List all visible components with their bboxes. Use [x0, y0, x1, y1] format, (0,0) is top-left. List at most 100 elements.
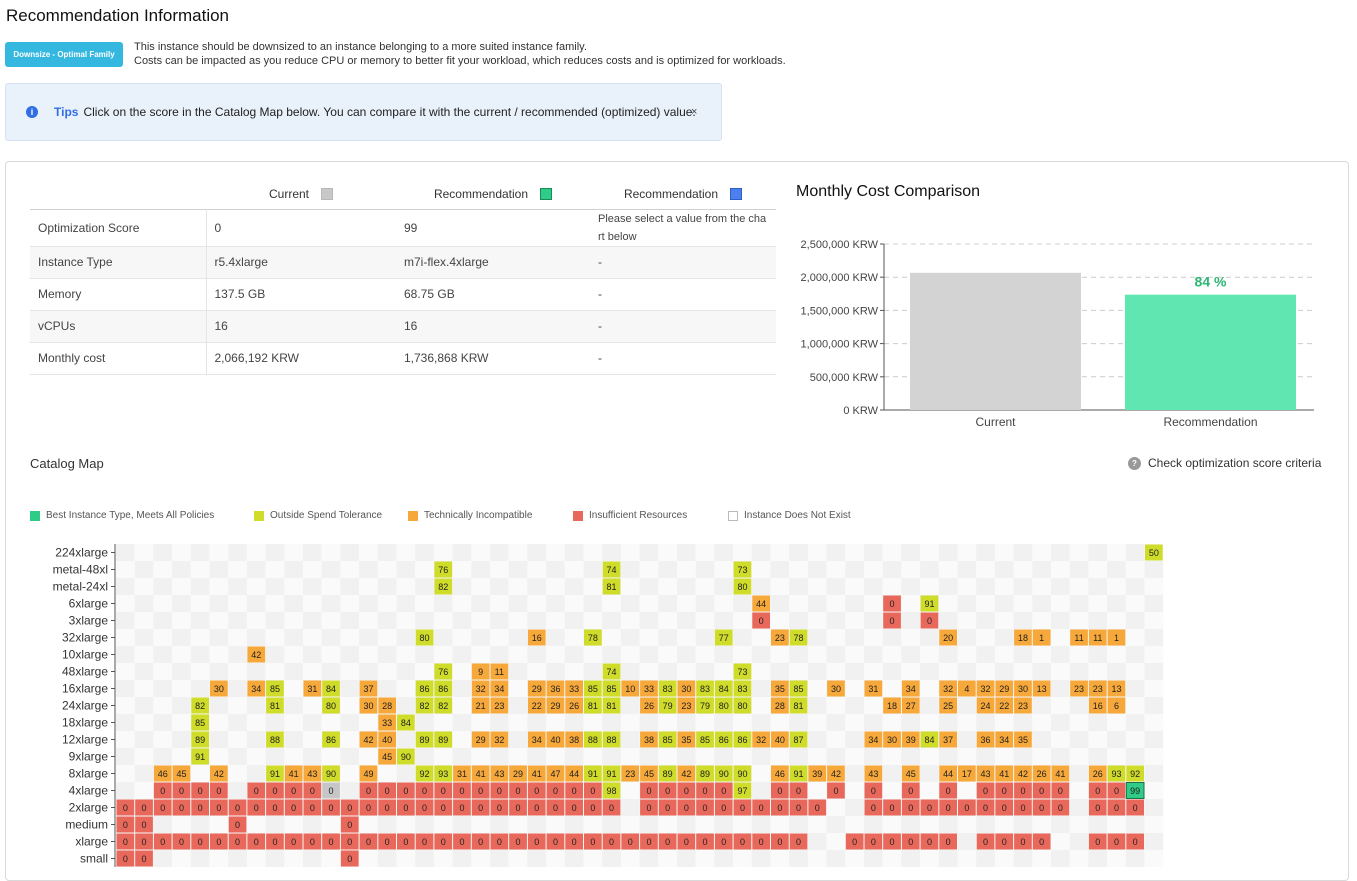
score-cell[interactable] — [527, 833, 546, 850]
score-value[interactable]: 32 — [756, 735, 766, 745]
score-cell[interactable] — [696, 731, 714, 748]
score-value[interactable]: 0 — [983, 803, 988, 813]
score-value[interactable]: 86 — [737, 735, 747, 745]
score-cell[interactable] — [1088, 629, 1107, 646]
score-value[interactable]: 16 — [532, 633, 542, 643]
score-cell[interactable] — [696, 697, 714, 714]
score-value[interactable]: 82 — [438, 701, 448, 711]
score-value[interactable]: 45 — [644, 769, 654, 779]
score-value[interactable]: 0 — [478, 837, 483, 847]
score-value[interactable]: 0 — [198, 803, 203, 813]
score-cell[interactable] — [976, 782, 995, 799]
score-value[interactable]: 40 — [382, 735, 392, 745]
score-value[interactable]: 0 — [347, 854, 352, 864]
score-cell[interactable] — [172, 782, 191, 799]
score-cell[interactable] — [771, 697, 789, 714]
score-cell[interactable] — [640, 731, 658, 748]
score-cell[interactable] — [359, 799, 378, 816]
score-value[interactable]: 0 — [871, 786, 876, 796]
score-cell[interactable] — [322, 799, 340, 816]
score-value[interactable]: 23 — [775, 633, 785, 643]
score-cell[interactable] — [658, 833, 677, 850]
score-cell[interactable] — [434, 833, 453, 850]
score-value[interactable]: 0 — [347, 837, 352, 847]
score-cell[interactable] — [677, 799, 696, 816]
score-cell[interactable] — [640, 799, 658, 816]
score-value[interactable]: 84 — [924, 735, 934, 745]
score-cell[interactable] — [527, 629, 546, 646]
score-cell[interactable] — [845, 833, 864, 850]
score-cell[interactable] — [752, 595, 770, 612]
score-value[interactable]: 18 — [1018, 633, 1028, 643]
score-cell[interactable] — [677, 697, 696, 714]
score-value[interactable]: 30 — [831, 684, 841, 694]
score-value[interactable]: 0 — [441, 786, 446, 796]
score-cell[interactable] — [920, 833, 939, 850]
score-cell[interactable] — [153, 765, 172, 782]
score-cell[interactable] — [340, 799, 359, 816]
score-value[interactable]: 0 — [1002, 786, 1007, 796]
score-value[interactable]: 0 — [646, 837, 651, 847]
score-cell[interactable] — [415, 782, 434, 799]
score-value[interactable]: 39 — [906, 735, 916, 745]
score-cell[interactable] — [602, 697, 621, 714]
score-value[interactable]: 0 — [1002, 803, 1007, 813]
score-cell[interactable] — [247, 799, 266, 816]
score-value[interactable]: 42 — [831, 769, 841, 779]
score-value[interactable]: 85 — [270, 684, 280, 694]
score-value[interactable]: 86 — [438, 684, 448, 694]
score-cell[interactable] — [995, 680, 1014, 697]
score-value[interactable]: 0 — [1039, 837, 1044, 847]
score-cell[interactable] — [714, 629, 733, 646]
score-cell[interactable] — [602, 765, 621, 782]
score-value[interactable]: 0 — [665, 803, 670, 813]
score-value[interactable]: 82 — [420, 701, 430, 711]
score-cell[interactable] — [1107, 765, 1126, 782]
score-cell[interactable] — [1051, 765, 1070, 782]
score-cell[interactable] — [789, 731, 808, 748]
score-cell[interactable] — [995, 731, 1014, 748]
score-value[interactable]: 37 — [943, 735, 953, 745]
score-value[interactable]: 89 — [438, 735, 448, 745]
score-cell[interactable] — [1088, 782, 1107, 799]
score-value[interactable]: 45 — [906, 769, 916, 779]
score-cell[interactable] — [958, 799, 976, 816]
score-value[interactable]: 0 — [534, 786, 539, 796]
score-value[interactable]: 0 — [516, 837, 521, 847]
score-value[interactable]: 92 — [420, 769, 430, 779]
score-value[interactable]: 0 — [403, 786, 408, 796]
score-cell[interactable] — [995, 697, 1014, 714]
score-value[interactable]: 42 — [251, 650, 261, 660]
score-cell[interactable] — [434, 731, 453, 748]
score-value[interactable]: 35 — [681, 735, 691, 745]
score-value[interactable]: 0 — [329, 837, 334, 847]
score-cell[interactable] — [397, 833, 415, 850]
score-value[interactable]: 0 — [254, 837, 259, 847]
score-cell[interactable] — [602, 833, 621, 850]
score-value[interactable]: 0 — [422, 803, 427, 813]
score-value[interactable]: 0 — [721, 786, 726, 796]
score-cell[interactable] — [378, 697, 396, 714]
score-value[interactable]: 0 — [927, 803, 932, 813]
score-value[interactable]: 0 — [422, 837, 427, 847]
score-value[interactable]: 98 — [607, 786, 617, 796]
score-cell[interactable] — [640, 765, 658, 782]
score-cell[interactable] — [284, 799, 303, 816]
score-cell[interactable] — [1088, 799, 1107, 816]
score-cell[interactable] — [1032, 782, 1051, 799]
score-value[interactable]: 0 — [740, 837, 745, 847]
score-cell[interactable] — [771, 799, 789, 816]
score-cell[interactable] — [359, 833, 378, 850]
score-value[interactable]: 4 — [964, 684, 969, 694]
score-value[interactable]: 0 — [759, 616, 764, 626]
score-value[interactable]: 92 — [1130, 769, 1140, 779]
score-cell[interactable] — [415, 629, 434, 646]
score-cell[interactable] — [939, 833, 957, 850]
score-cell[interactable] — [1107, 680, 1126, 697]
score-cell[interactable] — [266, 782, 284, 799]
score-cell[interactable] — [210, 765, 228, 782]
score-cell[interactable] — [901, 799, 920, 816]
score-value[interactable]: 0 — [1133, 803, 1138, 813]
score-cell[interactable] — [1014, 697, 1032, 714]
score-cell[interactable] — [210, 680, 228, 697]
